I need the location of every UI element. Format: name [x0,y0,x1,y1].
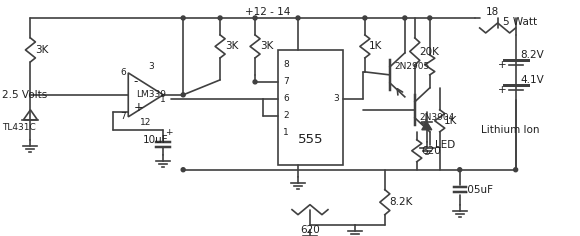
Text: -: - [133,75,137,88]
Circle shape [181,93,185,97]
Text: Lithium Ion: Lithium Ion [481,125,540,135]
Text: 3K: 3K [35,45,49,55]
Bar [278,50,343,165]
Text: 2N2905: 2N2905 [395,62,430,72]
Text: 1K: 1K [369,41,382,51]
Circle shape [253,16,257,20]
Text: 12: 12 [140,118,151,127]
Circle shape [253,80,257,84]
Text: 20K: 20K [419,47,438,57]
Text: 1K: 1K [444,116,457,126]
Text: 6: 6 [120,68,126,77]
Circle shape [181,16,185,20]
Text: LM339: LM339 [136,90,166,99]
Text: 3: 3 [333,94,339,103]
Text: +: + [165,128,173,137]
Text: TL431C: TL431C [2,123,36,132]
Text: 2.5 Volts: 2.5 Volts [2,90,48,100]
Text: 1: 1 [283,128,289,137]
Text: +: + [498,60,506,70]
Text: 8.2V: 8.2V [521,50,545,60]
Text: 620: 620 [300,225,320,235]
Text: 555: 555 [298,133,323,146]
Text: +: + [133,101,143,114]
Text: 2: 2 [283,111,289,120]
Text: 8.2K: 8.2K [389,197,412,207]
Text: +: + [498,85,506,95]
Circle shape [181,168,185,172]
Text: +12 - 14: +12 - 14 [245,7,291,17]
Text: 2N3904: 2N3904 [420,113,455,122]
Polygon shape [422,122,432,130]
Text: LED: LED [435,140,455,150]
Text: 3K: 3K [225,41,238,51]
Text: 18: 18 [486,7,499,17]
Text: 8: 8 [283,60,289,69]
Text: 620: 620 [420,146,441,156]
Text: 3K: 3K [260,41,273,51]
Circle shape [514,168,517,172]
Circle shape [296,16,300,20]
Text: 7: 7 [120,112,126,121]
Text: 10uF: 10uF [143,135,169,145]
Text: 4.1V: 4.1V [521,75,545,85]
Circle shape [458,168,462,172]
Text: 1: 1 [160,95,166,104]
Text: 3: 3 [148,62,154,72]
Text: .05uF: .05uF [465,185,494,195]
Circle shape [403,16,407,20]
Text: 5 Watt: 5 Watt [503,17,536,27]
Circle shape [363,16,367,20]
Circle shape [218,16,222,20]
Text: 7: 7 [283,77,289,86]
Circle shape [428,16,432,20]
Text: 6: 6 [283,94,289,103]
